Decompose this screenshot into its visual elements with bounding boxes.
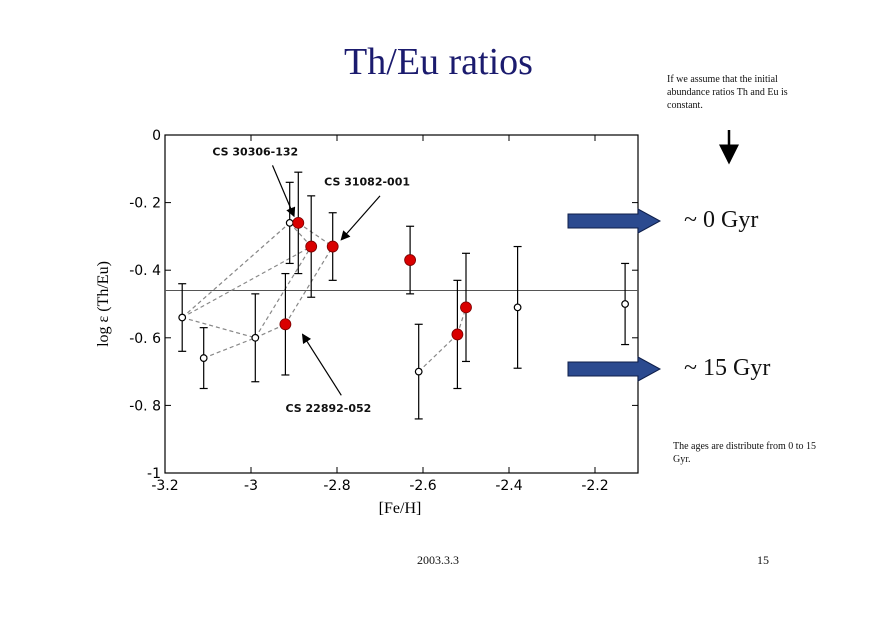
age-distribution-note: The ages are distribute from 0 to 15 Gyr… xyxy=(673,441,817,465)
x-tick-label: -2.8 xyxy=(323,478,350,494)
star-annotation-label: CS 30306-132 xyxy=(212,145,298,158)
right-arrow-icon-bottom xyxy=(567,356,662,382)
x-tick-label: -3.2 xyxy=(151,478,178,494)
page-number: 15 xyxy=(757,553,769,567)
data-point-open xyxy=(199,354,208,362)
data-point-filled xyxy=(292,216,305,229)
annotation-arrow xyxy=(301,333,342,396)
x-tick-label: -3 xyxy=(244,478,258,494)
data-point-open xyxy=(513,303,522,312)
x-tick-label: -2.4 xyxy=(495,478,522,494)
dashed-connector xyxy=(181,246,312,319)
plot-frame xyxy=(164,134,639,474)
right-arrow-icon-top xyxy=(567,208,662,234)
dashed-connector xyxy=(284,246,334,325)
data-point-open xyxy=(414,367,423,376)
annotation-arrow xyxy=(271,165,296,218)
y-tick-label: -0. 8 xyxy=(129,398,161,414)
data-point-filled xyxy=(451,328,464,341)
gyr-label-top: ~ 0 Gyr xyxy=(684,207,759,233)
dashed-connector xyxy=(203,337,256,359)
dashed-connector xyxy=(418,333,458,373)
x-axis-label: [Fe/H] xyxy=(379,500,422,517)
data-point-filled xyxy=(305,240,318,253)
data-point-open xyxy=(285,218,294,227)
data-point-open xyxy=(178,313,187,322)
assumption-note: If we assume that the initial abundance … xyxy=(667,74,788,111)
data-point-filled xyxy=(326,240,339,253)
slide-title: Th/Eu ratios xyxy=(344,41,533,83)
star-annotation-label: CS 31082-001 xyxy=(324,176,410,189)
y-axis-label: log ε (Th/Eu) xyxy=(95,261,112,347)
data-point-filled xyxy=(460,301,472,314)
data-point-filled xyxy=(404,254,417,266)
y-tick-label: -0. 4 xyxy=(129,263,161,279)
x-tick-label: -2.6 xyxy=(409,478,436,494)
dashed-connector xyxy=(255,323,286,339)
footer-date: 2003.3.3 xyxy=(417,553,459,567)
data-point-open xyxy=(621,300,629,308)
data-point-filled xyxy=(279,318,292,331)
star-annotation-label: CS 22892-052 xyxy=(285,402,371,415)
dashed-connector xyxy=(182,316,256,339)
y-tick-label: 0 xyxy=(152,128,161,144)
x-tick-label: -2.2 xyxy=(581,478,608,494)
y-tick-label: -1 xyxy=(147,466,161,482)
annotation-arrow xyxy=(340,195,381,241)
y-tick-label: -0. 6 xyxy=(129,331,161,347)
dashed-connector xyxy=(289,222,312,247)
data-point-open xyxy=(251,333,260,342)
gyr-label-bottom: ~ 15 Gyr xyxy=(684,355,771,381)
y-tick-label: -0. 2 xyxy=(129,196,161,212)
dashed-connector xyxy=(254,246,312,339)
dashed-connector xyxy=(181,222,291,318)
